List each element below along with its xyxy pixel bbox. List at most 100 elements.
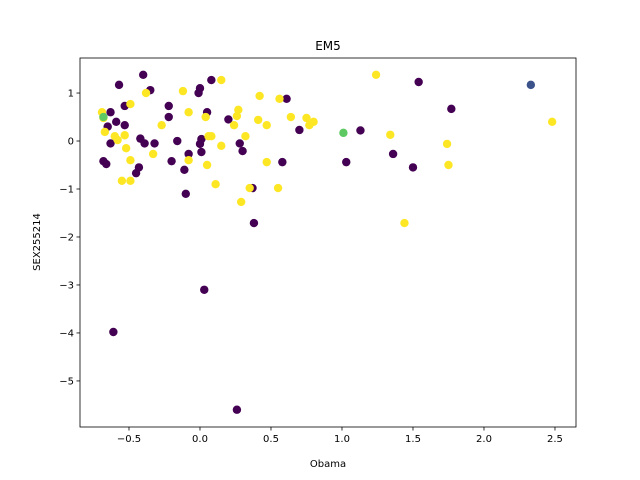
scatter-point: [386, 130, 395, 139]
scatter-point: [126, 156, 135, 165]
scatter-point: [356, 126, 365, 135]
scatter-point: [114, 80, 124, 90]
scatter-point: [164, 101, 173, 111]
x-tick-label: 0.5: [263, 434, 279, 445]
y-tick-label: −2: [59, 232, 74, 243]
scatter-point: [126, 99, 135, 109]
scatter-point: [184, 156, 193, 165]
scatter-point: [245, 183, 254, 193]
y-tick-label: 0: [68, 137, 74, 148]
scatter-point: [236, 197, 246, 207]
scatter-point: [173, 136, 182, 146]
scatter-point: [106, 139, 115, 148]
scatter-point: [140, 139, 149, 148]
scatter-point: [262, 157, 271, 167]
scatter-point: [120, 120, 129, 130]
scatter-point: [235, 139, 244, 148]
scatter-point: [100, 127, 110, 137]
scatter-point: [342, 157, 351, 167]
x-axis-label: Obama: [310, 459, 346, 470]
scatter-point: [371, 70, 381, 79]
scatter-point: [207, 132, 216, 141]
scatter-point: [197, 147, 206, 157]
y-tick-label: −3: [59, 280, 74, 291]
scatter-point: [138, 70, 148, 79]
scatter-point: [224, 115, 233, 124]
x-tick-label: 1.0: [334, 434, 350, 445]
scatter-point: [184, 149, 193, 159]
plot-area: [97, 70, 557, 414]
scatter-point: [109, 327, 118, 337]
scatter-point: [295, 125, 304, 135]
scatter-point: [180, 165, 189, 175]
scatter-point: [241, 132, 250, 141]
scatter-point: [400, 218, 409, 228]
scatter-point: [278, 157, 287, 167]
scatter-point: [442, 139, 452, 149]
scatter-point: [106, 108, 115, 117]
chart-title: EM5: [315, 39, 341, 53]
x-tick-label: 0.0: [192, 434, 208, 445]
scatter-point: [117, 176, 127, 186]
scatter-point: [202, 160, 212, 170]
scatter-point: [167, 156, 176, 166]
scatter-point: [254, 115, 263, 125]
y-tick-label: −4: [59, 328, 74, 339]
scatter-point: [157, 120, 166, 130]
x-tick-label: −0.5: [117, 434, 141, 445]
scatter-point: [309, 117, 318, 127]
scatter-point: [339, 128, 348, 138]
scatter-point: [178, 86, 188, 96]
scatter-point: [286, 112, 296, 122]
scatter-point: [150, 139, 159, 148]
scatter-point: [102, 159, 111, 169]
scatter-point: [200, 285, 209, 294]
scatter-point: [447, 104, 456, 114]
scatter-point: [207, 75, 216, 85]
x-tick-label: 2.0: [476, 434, 492, 445]
y-tick-label: 1: [68, 89, 74, 100]
scatter-point: [113, 135, 122, 145]
scatter-point: [526, 80, 536, 90]
scatter-point: [282, 94, 291, 103]
scatter-point: [238, 146, 247, 156]
x-tick-label: 2.5: [547, 434, 563, 445]
scatter-point: [201, 112, 210, 122]
scatter-point: [217, 75, 226, 85]
scatter-point: [120, 131, 129, 140]
axes-frame: [79, 57, 577, 428]
scatter-point: [126, 176, 135, 186]
scatter-point: [249, 218, 259, 228]
scatter-point: [275, 94, 284, 103]
scatter-point: [232, 111, 242, 121]
scatter-point: [302, 113, 311, 123]
scatter-point: [408, 163, 418, 172]
scatter-point: [388, 149, 398, 159]
scatter-point: [148, 149, 158, 159]
scatter-point: [195, 139, 205, 149]
scatter-point: [121, 144, 131, 153]
scatter-point: [184, 108, 193, 117]
y-tick-label: −5: [59, 376, 74, 387]
scatter-point: [112, 117, 121, 127]
scatter-point: [141, 88, 151, 98]
scatter-point: [255, 91, 264, 101]
scatter-point: [181, 189, 190, 198]
x-tick-label: 1.5: [405, 434, 421, 445]
scatter-point: [273, 183, 283, 193]
scatter-point: [164, 112, 173, 122]
scatter-point: [99, 112, 108, 122]
scatter-point: [211, 179, 220, 189]
scatter-point: [217, 141, 226, 151]
scatter-point: [229, 120, 239, 130]
scatter-point: [414, 77, 423, 87]
scatter-point: [232, 405, 242, 414]
scatter-point: [195, 84, 205, 93]
scatter-point: [131, 168, 141, 178]
scatter-point: [262, 120, 271, 130]
y-axis-label: SEX255214: [32, 213, 43, 271]
scatter-point: [444, 160, 453, 170]
y-tick-label: −1: [59, 184, 74, 195]
scatter-point: [547, 117, 557, 127]
